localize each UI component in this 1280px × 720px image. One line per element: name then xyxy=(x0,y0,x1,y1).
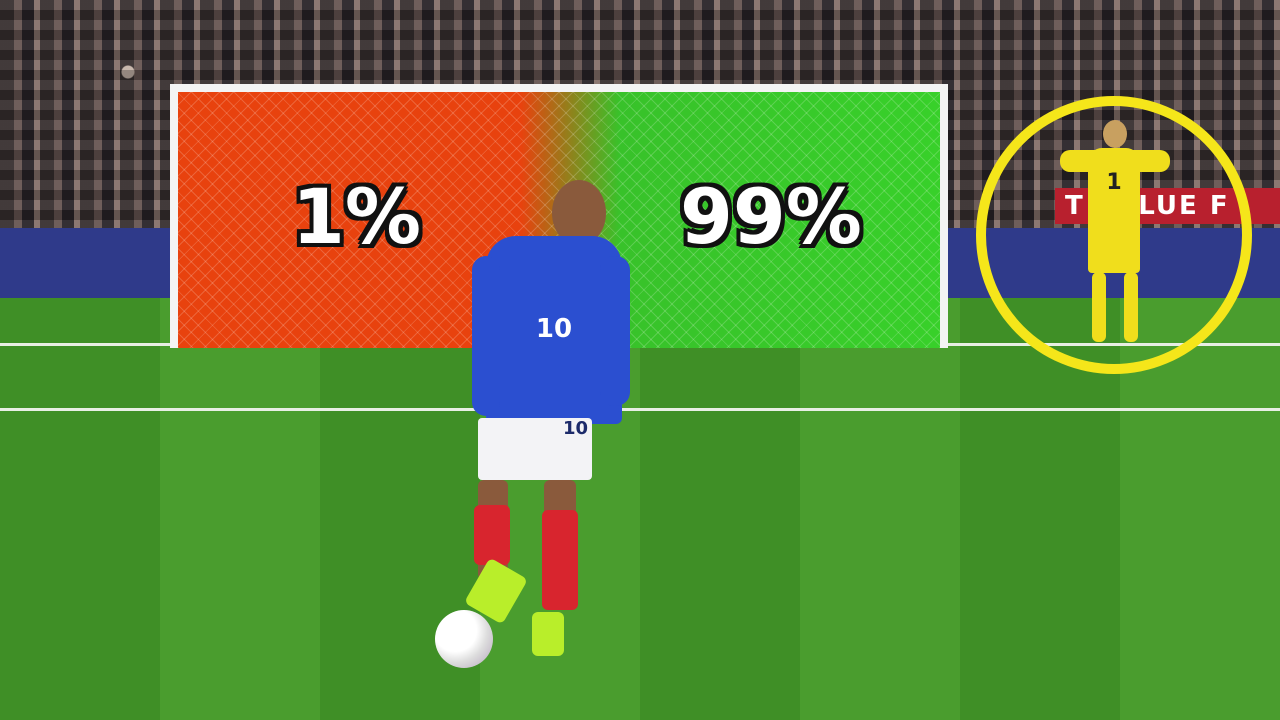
penalty-area-line xyxy=(0,408,1280,411)
striker-arm-right xyxy=(600,256,630,406)
striker-shorts: 10 xyxy=(478,418,592,480)
striker-jersey: 10 xyxy=(486,236,622,424)
striker-sock-right xyxy=(542,510,578,610)
goalkeeper-head xyxy=(1103,120,1127,148)
striker-arm-left xyxy=(472,256,500,416)
striker-sock-left xyxy=(474,505,510,565)
left-percentage: 1% xyxy=(292,172,422,261)
goalkeeper-leg-right xyxy=(1124,272,1138,342)
pitch xyxy=(0,298,1280,720)
goalkeeper-highlight-circle xyxy=(976,96,1252,374)
striker-head xyxy=(552,180,606,246)
goalkeeper-leg-left xyxy=(1092,272,1106,342)
goalkeeper-jersey: 1 xyxy=(1088,148,1140,273)
football xyxy=(435,610,493,668)
striker-boot-right xyxy=(532,612,564,656)
right-percentage: 99% xyxy=(680,172,862,261)
